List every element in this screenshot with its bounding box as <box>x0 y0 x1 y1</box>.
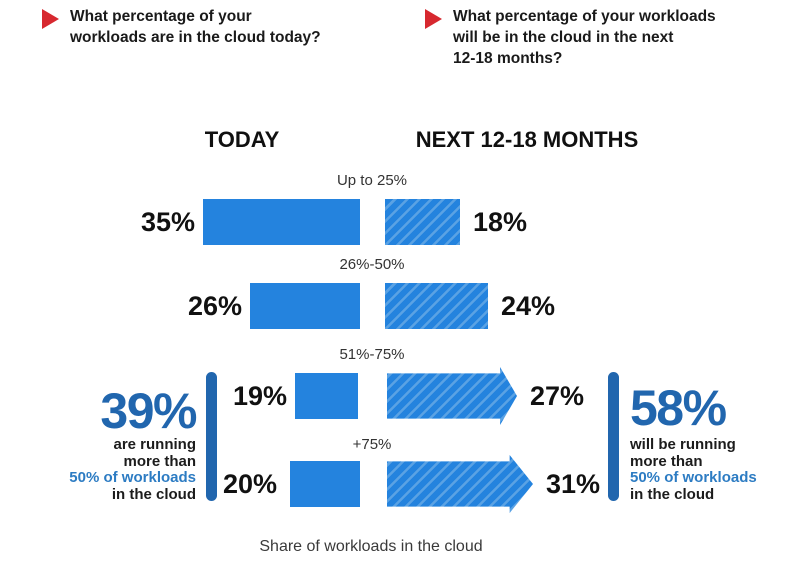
next-bar <box>385 283 488 329</box>
column-header-next: NEXT 12-18 MONTHS <box>415 127 639 152</box>
question-left: What percentage of your workloads are in… <box>42 6 402 48</box>
today-value: 35% <box>140 207 195 237</box>
left-callout-rule <box>206 372 217 501</box>
next-value: 27% <box>530 381 585 411</box>
question-left-text: What percentage of your workloads are in… <box>70 8 321 46</box>
left-callout-line: more than <box>123 452 196 470</box>
right-callout-line: will be running <box>630 436 736 453</box>
row-category-label: 26%-50% <box>339 256 405 273</box>
red-arrow-icon <box>425 9 442 29</box>
next-value: 24% <box>501 291 556 321</box>
right-callout-rule <box>608 372 619 501</box>
today-value: 20% <box>222 469 277 499</box>
today-value: 19% <box>232 381 287 411</box>
right-callout-highlight: 50% of workloads <box>630 469 757 486</box>
right-callout-line: in the cloud <box>630 485 715 503</box>
row-category-label: +75% <box>352 436 392 453</box>
today-bar <box>295 373 358 419</box>
right-callout-text: will be running more than 50% of workloa… <box>630 436 806 503</box>
row-category-label: Up to 25% <box>336 172 408 189</box>
today-value: 26% <box>187 291 242 321</box>
column-header-today: TODAY <box>204 127 280 152</box>
left-callout-line: in the cloud <box>111 485 196 503</box>
next-arrow-bar <box>387 455 533 513</box>
next-value: 18% <box>473 207 528 237</box>
chart-caption: Share of workloads in the cloud <box>259 538 483 555</box>
left-callout-text: are running more than 50% of workloads i… <box>16 436 196 503</box>
question-right: What percentage of your workloads will b… <box>425 6 785 69</box>
today-bar <box>290 461 360 507</box>
question-right-text: What percentage of your workloads will b… <box>453 8 716 67</box>
today-bar <box>203 199 360 245</box>
next-bar <box>385 199 460 245</box>
left-callout-highlight: 50% of workloads <box>69 469 196 486</box>
right-callout-value: 58% <box>630 380 727 436</box>
today-bar <box>250 283 360 329</box>
next-arrow-bar <box>387 367 517 425</box>
left-callout-value: 39% <box>100 383 197 439</box>
right-callout-line: more than <box>630 452 703 470</box>
left-callout-line: are running <box>113 436 196 453</box>
row-category-label: 51%-75% <box>339 346 405 363</box>
red-arrow-icon <box>42 9 59 29</box>
next-value: 31% <box>546 469 601 499</box>
